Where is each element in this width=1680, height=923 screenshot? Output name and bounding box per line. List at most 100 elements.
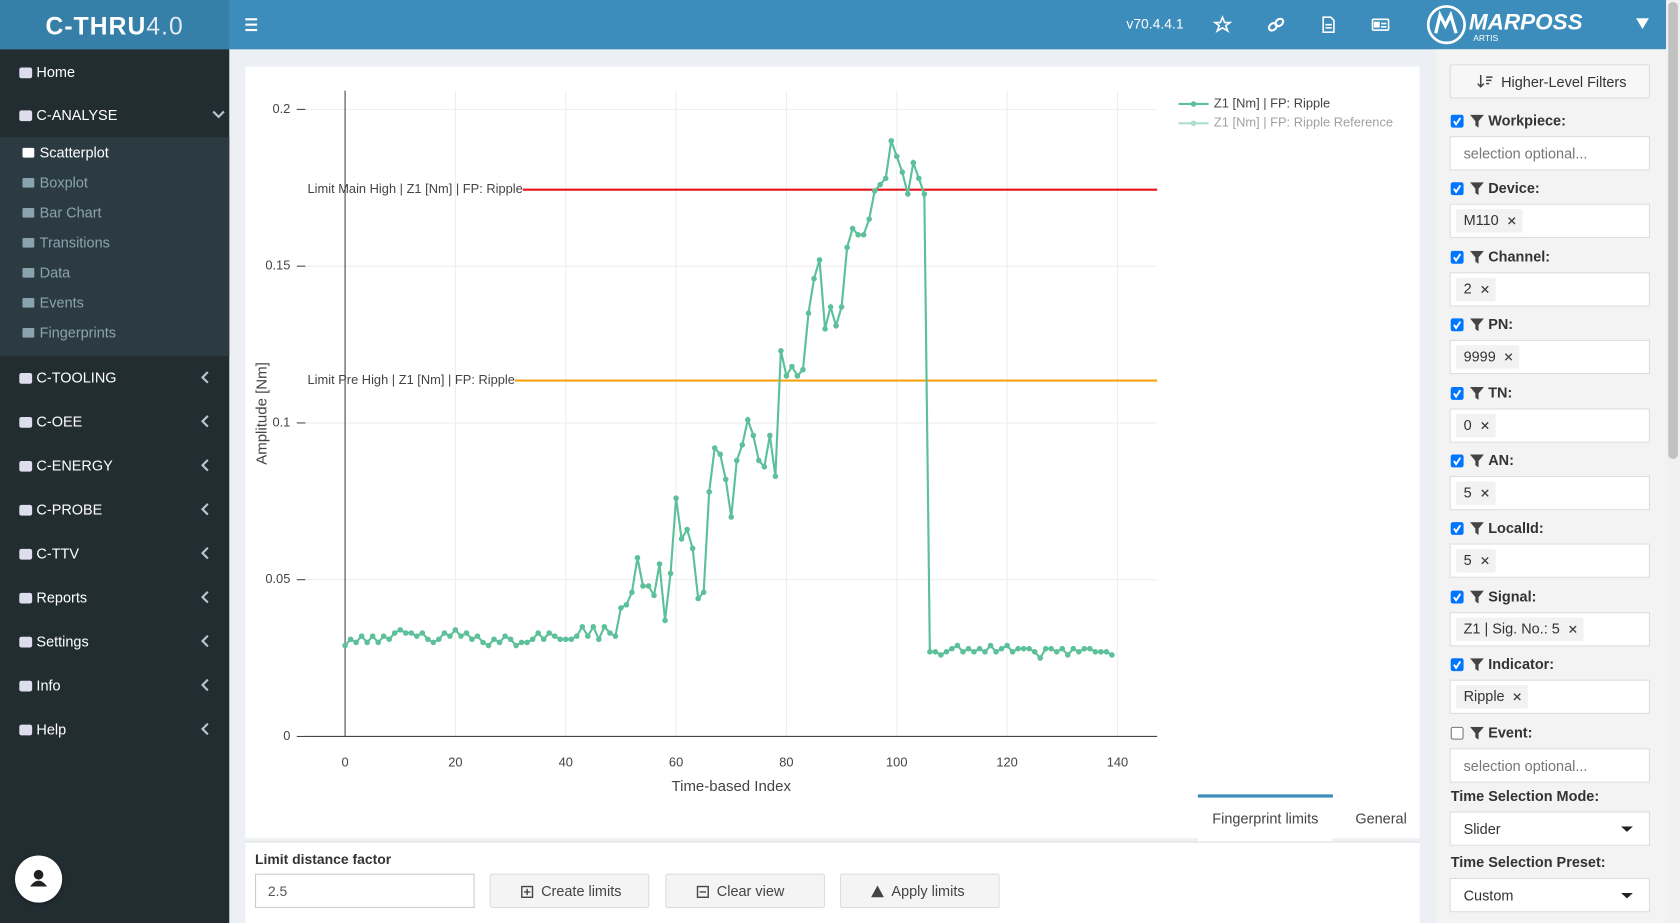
user-menu-caret[interactable] (1636, 18, 1649, 29)
tag-remove[interactable] (1480, 489, 1489, 498)
data-point (745, 417, 751, 423)
tag-remove[interactable] (1513, 693, 1522, 702)
scrollbar-thumb[interactable] (1668, 2, 1678, 459)
placeholder: selection optional... (1463, 145, 1588, 162)
button[interactable]: Clear view (665, 873, 826, 908)
nav-caret (200, 634, 209, 648)
tag-text: M110 (1463, 212, 1499, 229)
scrollbar (1666, 0, 1680, 923)
data-point (573, 633, 580, 639)
submenu-item[interactable]: Boxplot (0, 167, 229, 197)
id-icon[interactable] (1371, 18, 1390, 31)
menu-toggle[interactable] (245, 18, 258, 32)
dropdown[interactable]: Slider (1449, 811, 1651, 846)
checkbox[interactable] (1450, 250, 1464, 264)
tab[interactable]: Fingerprint limits (1197, 794, 1333, 842)
filter-select[interactable]: selection optional... (1449, 747, 1651, 783)
nav-item[interactable]: C-PROBE (0, 490, 229, 529)
icon (1504, 353, 1513, 361)
data-point (358, 633, 365, 639)
icon (200, 503, 209, 516)
nav-item[interactable]: C-ENERGY (0, 446, 229, 485)
icon (1470, 182, 1484, 196)
limit-input[interactable]: 2.5 (255, 873, 475, 908)
data-point (750, 432, 757, 439)
series-line (344, 140, 1113, 660)
nav-item[interactable]: Reports (0, 578, 229, 617)
tag-remove[interactable] (1504, 353, 1513, 362)
button[interactable]: Create limits (489, 873, 650, 908)
data-point (568, 636, 575, 643)
submenu-label: Transitions (39, 234, 110, 251)
file-icon[interactable] (1322, 16, 1335, 33)
checkbox[interactable] (1450, 590, 1464, 604)
button[interactable]: Apply limits (840, 873, 1000, 908)
filter-select[interactable]: M110 (1449, 204, 1651, 239)
checkbox[interactable] (1450, 386, 1464, 400)
nav-item[interactable]: C-OEE (0, 402, 229, 441)
filters-button[interactable]: Higher-Level Filters (1449, 64, 1651, 99)
filter-icon (1470, 726, 1484, 740)
checkbox[interactable] (1450, 318, 1464, 332)
tag-remove[interactable] (1480, 421, 1489, 430)
nav-icon (19, 592, 33, 604)
icon (1453, 593, 1462, 602)
submenu-item[interactable]: Bar Chart (0, 197, 229, 227)
filter-select[interactable]: 5 (1449, 475, 1651, 511)
data-point (695, 595, 701, 602)
checkbox[interactable] (1450, 114, 1464, 128)
submenu-item[interactable]: Transitions (0, 227, 229, 257)
filter-select[interactable]: 9999 (1449, 340, 1651, 375)
link-icon[interactable] (1267, 17, 1285, 32)
filter-icon (1470, 658, 1484, 672)
submenu-item[interactable]: Data (0, 257, 229, 287)
legend-marker (1190, 101, 1197, 107)
dropdown-value: Slider (1463, 821, 1501, 838)
nav-item[interactable]: Settings (0, 622, 229, 661)
data-point (722, 476, 729, 483)
nav-item[interactable]: C-ANALYSE (0, 95, 229, 134)
submenu-item[interactable]: Events (0, 287, 229, 317)
tag-remove[interactable] (1480, 285, 1489, 294)
filter-select[interactable]: 2 (1449, 272, 1651, 307)
filter-select[interactable]: Z1 | Sig. No.: 5 (1449, 611, 1651, 647)
tag-remove[interactable] (1480, 557, 1489, 566)
data-point (1048, 645, 1055, 652)
icon (1480, 489, 1489, 497)
filter-label: Device: (1488, 180, 1540, 197)
data-point (551, 633, 558, 639)
checkbox[interactable] (1450, 522, 1464, 536)
nav-item[interactable]: C-TTV (0, 534, 229, 573)
favorite-icon[interactable] (1212, 14, 1233, 34)
data-point (585, 633, 591, 639)
legend-item[interactable]: Z1 [Nm] | FP: Ripple Reference (1178, 115, 1393, 130)
icon (521, 885, 534, 898)
x-tick-label: 20 (448, 755, 462, 770)
logo[interactable]: C-THRU4.0 (0, 0, 230, 50)
data-point (860, 232, 867, 238)
tab[interactable]: General (1355, 810, 1407, 827)
avatar-button[interactable] (15, 855, 63, 903)
icon (19, 548, 33, 560)
nav-item[interactable]: Help (0, 710, 229, 749)
checkbox[interactable] (1450, 454, 1464, 468)
nav-item[interactable]: Info (0, 666, 229, 705)
filter-label: Signal: (1488, 588, 1537, 605)
filter-select[interactable]: Ripple (1449, 679, 1651, 715)
tag-remove[interactable] (1568, 625, 1577, 634)
submenu-item[interactable]: Fingerprints (0, 317, 229, 347)
checkbox[interactable] (1450, 182, 1464, 196)
checkbox[interactable] (1450, 726, 1464, 740)
nav-item[interactable]: Home (0, 53, 229, 92)
tag-remove[interactable] (1507, 217, 1516, 226)
nav-item[interactable]: C-TOOLING (0, 358, 229, 397)
data-point (618, 605, 624, 611)
dropdown[interactable]: Custom (1449, 877, 1651, 913)
filter-select[interactable]: 5 (1449, 543, 1651, 579)
filter-select[interactable]: selection optional... (1449, 136, 1651, 171)
filter-select[interactable]: 0 (1449, 407, 1651, 443)
submenu-item[interactable]: Scatterplot (0, 137, 229, 167)
nav-label: C-TTV (36, 545, 80, 562)
checkbox[interactable] (1450, 658, 1464, 672)
legend-item[interactable]: Z1 [Nm] | FP: Ripple (1178, 95, 1331, 110)
